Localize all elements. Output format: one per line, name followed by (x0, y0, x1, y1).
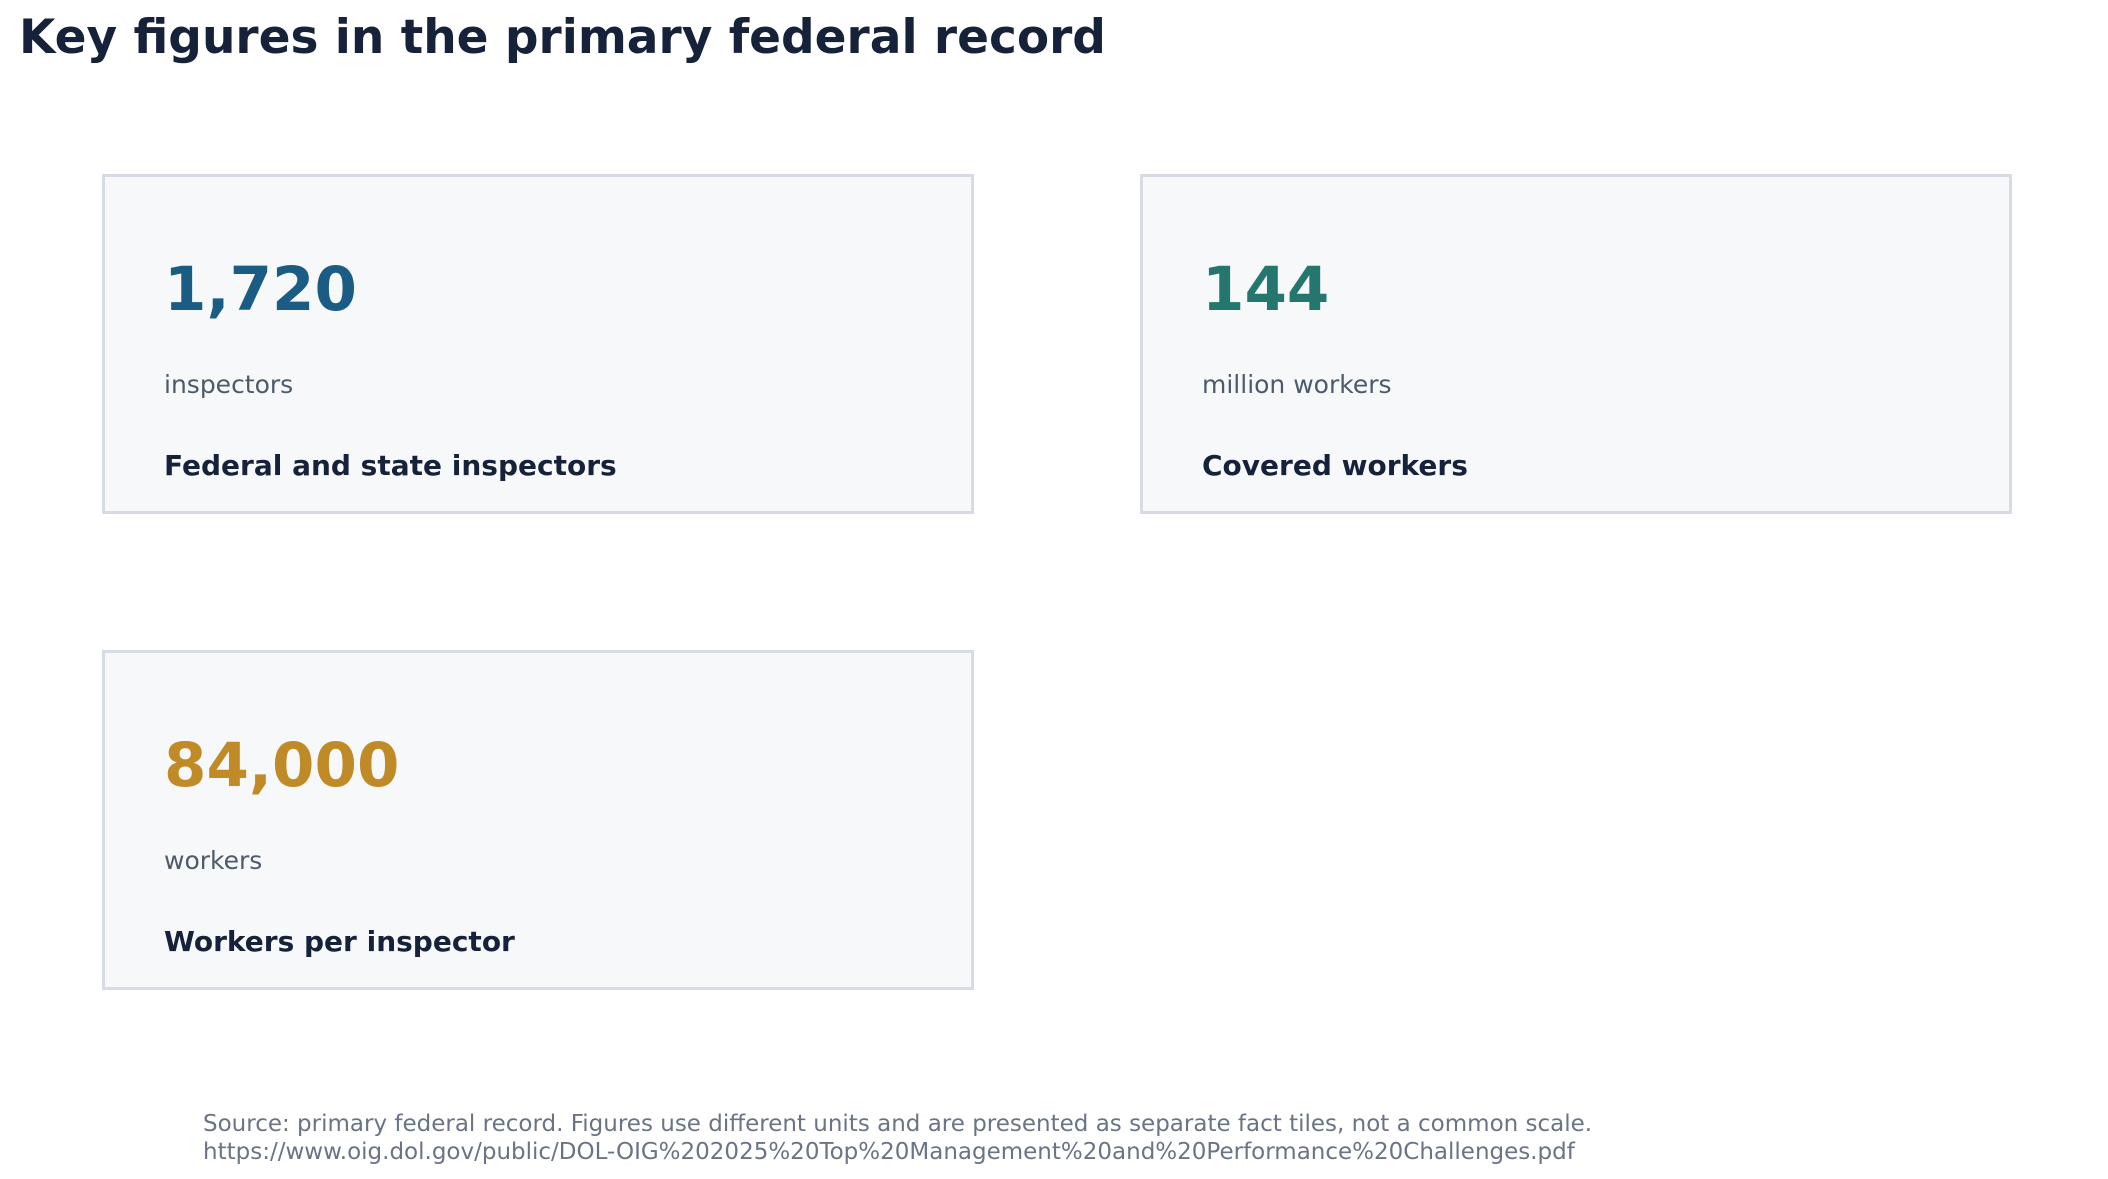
tile-label: Federal and state inspectors (164, 449, 617, 482)
source-note: Source: primary federal record. Figures … (203, 1111, 1592, 1166)
tile-value: 1,720 (164, 254, 357, 325)
page-title: Key figures in the primary federal recor… (19, 10, 1106, 65)
fact-tile-workers-per-inspector: 84,000 workers Workers per inspector (102, 650, 974, 990)
source-text: Source: primary federal record. Figures … (203, 1111, 1593, 1137)
tile-label: Covered workers (1202, 449, 1468, 482)
fact-tile-covered-workers: 144 million workers Covered workers (1140, 174, 2012, 514)
fact-tile-inspectors: 1,720 inspectors Federal and state inspe… (102, 174, 974, 514)
tile-unit: inspectors (164, 370, 294, 399)
source-url: https://www.oig.dol.gov/public/DOL-OIG%2… (203, 1138, 1575, 1165)
tile-unit: million workers (1202, 370, 1392, 399)
tile-unit: workers (164, 846, 263, 875)
tile-value: 84,000 (164, 730, 400, 801)
tile-label: Workers per inspector (164, 925, 515, 958)
tile-value: 144 (1202, 254, 1330, 325)
